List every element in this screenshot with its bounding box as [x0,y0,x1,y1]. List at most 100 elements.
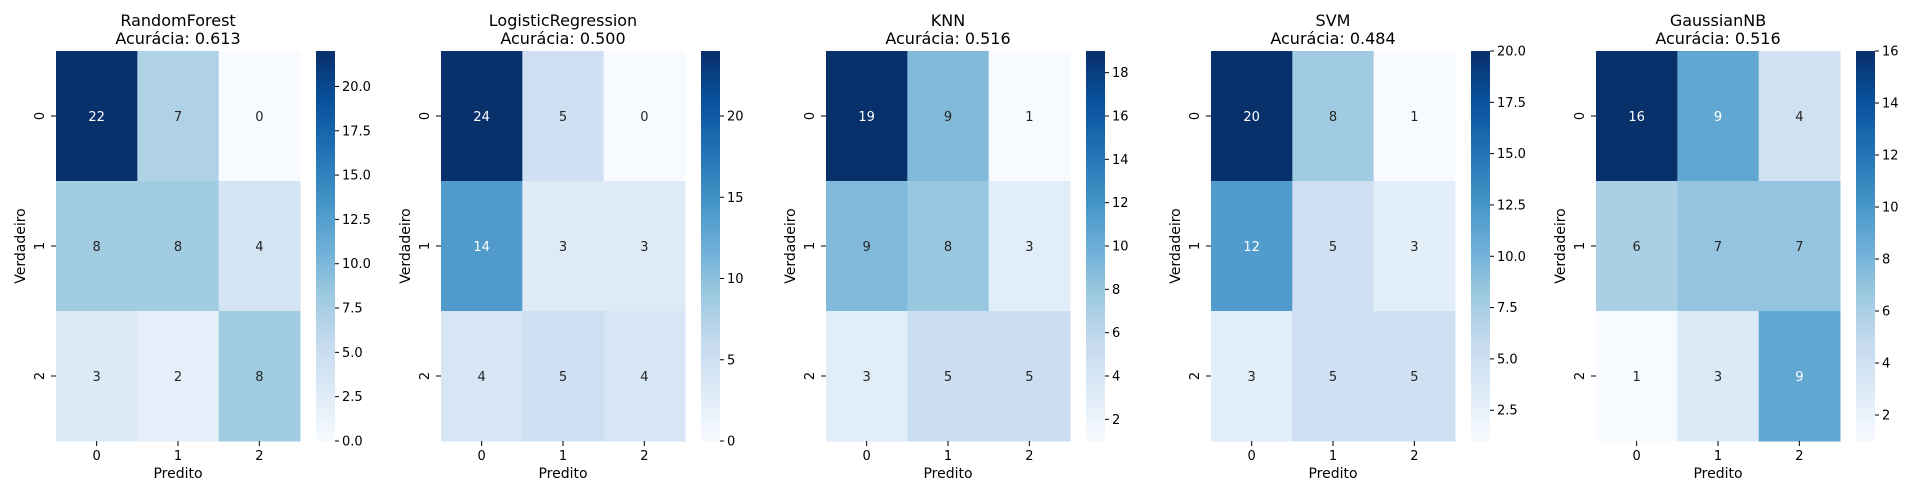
x-axis-label: Predito [1308,466,1357,482]
colorbar-segment [316,187,335,193]
colorbar-segment [1856,265,1875,271]
cell-value-label: 6 [1633,240,1641,255]
colorbar-segment [701,421,720,427]
cell-value-label: 9 [1795,370,1803,385]
colorbar-segment [1086,158,1105,164]
colorbar-segment [1471,85,1490,91]
cell-value-label: 3 [1248,370,1256,385]
colorbar-tick-label: 5 [727,353,735,368]
colorbar-tick-label: 12 [1112,196,1129,211]
cell-value-label: 3 [1025,240,1033,255]
colorbar-segment [1471,119,1490,125]
colorbar-segment [701,85,720,91]
colorbar-segment [316,168,335,174]
colorbar-segment [701,129,720,135]
colorbar-segment [316,55,335,62]
colorbar-segment [1471,148,1490,154]
colorbar-segment [316,358,335,364]
colorbar-tick-label: 2.5 [342,390,363,405]
heatmap-cell [218,311,301,442]
colorbar-segment [1471,75,1490,81]
colorbar-segment [701,109,720,115]
colorbar-segment [316,387,335,393]
heatmap-cell [907,181,990,312]
colorbar-segment [701,202,720,208]
heatmap-cell [441,181,523,312]
colorbar-segment [701,90,720,96]
colorbar-tick-label: 10 [1882,201,1899,216]
colorbar-segment [1471,426,1490,432]
cell-value-label: 14 [473,240,490,255]
colorbar-tick-label: 12.5 [1497,198,1526,213]
colorbar-tick-label: 2.5 [1497,404,1518,419]
colorbar-segment [1856,226,1875,232]
colorbar-segment [701,119,720,125]
colorbar-segment [1086,289,1105,296]
colorbar-segment [1471,158,1490,164]
colorbar-segment [1086,328,1105,335]
heatmap-cell [1596,51,1678,182]
colorbar-segment [701,153,720,159]
heatmap-cell [1677,181,1760,312]
colorbar-segment [1471,402,1490,408]
colorbar-segment [701,338,720,345]
cell-value-label: 7 [1795,240,1803,255]
colorbar-segment [1086,294,1105,301]
colorbar-segment [1856,377,1875,384]
colorbar-segment [701,70,720,76]
colorbar-segment [1856,168,1875,174]
colorbar-segment [1471,246,1490,252]
y-tick-label: 2 [418,372,433,380]
colorbar-segment [1086,402,1105,408]
colorbar-segment [701,182,720,189]
colorbar-segment [1086,90,1105,96]
cell-value-label: 1 [1410,110,1418,125]
colorbar-segment [1471,358,1490,364]
colorbar-segment [316,270,335,276]
colorbar-segment [1086,85,1105,91]
colorbar-segment [316,382,335,388]
colorbar-segment [1471,353,1490,359]
colorbar-segment [1856,109,1875,115]
colorbar-segment [1856,260,1875,267]
colorbar-segment [1086,377,1105,384]
y-tick-label: 2 [803,372,818,380]
colorbar-segment [1471,431,1490,437]
heatmap-cell [1758,311,1841,442]
x-tick-label: 1 [1329,449,1337,464]
y-axis-label: Verdadeiro [783,208,799,283]
colorbar-segment [316,172,335,179]
cell-value-label: 9 [1714,110,1722,125]
colorbar-tick-label: 4 [1112,370,1120,385]
colorbar-segment [701,192,720,198]
colorbar-segment [701,51,720,57]
cell-value-label: 4 [1795,110,1803,125]
colorbar-segment [1086,148,1105,154]
colorbar-segment [316,153,335,159]
colorbar-segment [1856,80,1875,86]
chart-title: RandomForest [120,11,235,30]
heatmap-cell [1211,311,1293,442]
colorbar-tick-label: 18 [1112,66,1129,81]
colorbar-segment [1086,421,1105,427]
colorbar-segment [1086,250,1105,257]
colorbar-segment [1471,65,1490,72]
colorbar-segment [1856,402,1875,408]
colorbar-segment [1471,406,1490,413]
colorbar-segment [1471,163,1490,169]
heatmap-cell [907,311,990,442]
x-tick-label: 1 [944,449,952,464]
colorbar-segment [1086,221,1105,228]
colorbar-segment [1856,143,1875,150]
cell-value-label: 5 [944,370,952,385]
colorbar-segment [1471,182,1490,189]
colorbar-segment [1086,75,1105,81]
colorbar-segment [1471,421,1490,427]
colorbar-segment [701,270,720,276]
colorbar-segment [701,294,720,301]
colorbar-segment [316,202,335,208]
colorbar-segment [316,129,335,135]
y-tick-label: 1 [1573,242,1588,250]
colorbar-segment [1086,280,1105,286]
